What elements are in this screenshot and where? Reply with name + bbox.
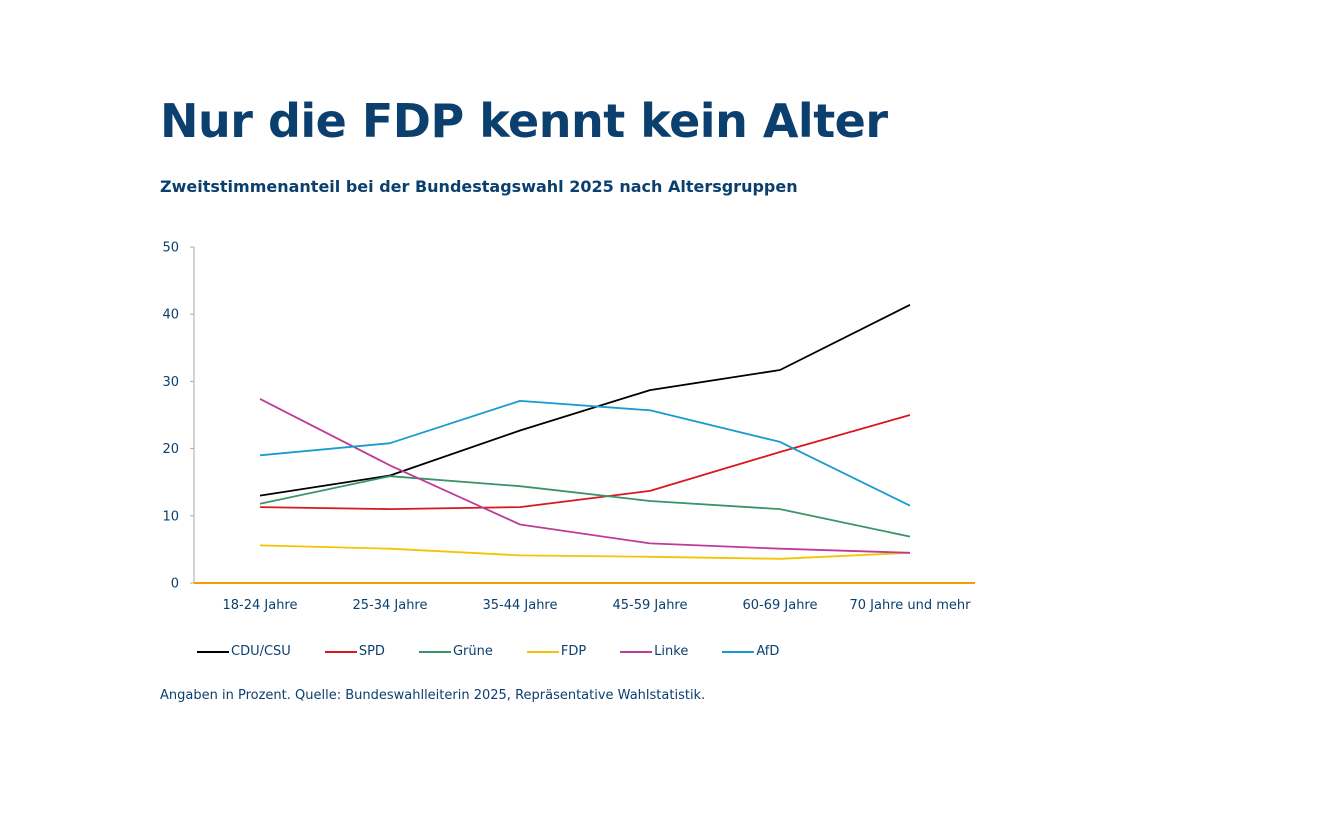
y-tick-label: 0 bbox=[171, 577, 179, 592]
x-tick-label: 18-24 Jahre bbox=[222, 598, 297, 613]
series-line-afd bbox=[259, 399, 911, 507]
legend-swatch bbox=[197, 650, 229, 653]
legend-item: Linke bbox=[620, 644, 688, 659]
x-tick-label: 25-34 Jahre bbox=[352, 598, 427, 613]
y-tick-label: 20 bbox=[162, 442, 179, 457]
legend-label: SPD bbox=[358, 644, 385, 659]
y-axis-ticks: 0 10 20 30 40 50 bbox=[162, 241, 194, 592]
series-line-linke bbox=[259, 398, 911, 554]
legend-label: AfD bbox=[756, 644, 780, 659]
legend-swatch bbox=[418, 650, 451, 653]
x-tick-label: 60-69 Jahre bbox=[742, 598, 817, 613]
chart-title: Nur die FDP kennt kein Alter bbox=[160, 94, 888, 148]
legend-item: Grüne bbox=[418, 644, 493, 659]
y-tick-label: 50 bbox=[162, 241, 179, 256]
x-tick-label: 70 Jahre und mehr bbox=[849, 598, 971, 613]
x-axis-ticks: 18-24 Jahre 25-34 Jahre 35-44 Jahre 45-59 J… bbox=[222, 598, 971, 613]
legend-label: Linke bbox=[654, 644, 689, 659]
legend-swatch bbox=[526, 650, 559, 653]
y-tick-label: 30 bbox=[162, 375, 179, 390]
y-tick-label: 10 bbox=[162, 509, 179, 524]
series-line-gr-ne bbox=[259, 475, 911, 538]
legend-label: CDU/CSU bbox=[231, 644, 291, 659]
legend-item: AfD bbox=[722, 644, 779, 659]
legend-label: Grüne bbox=[452, 644, 493, 659]
legend-label: FDP bbox=[560, 644, 587, 659]
series-line-cdu-csu bbox=[259, 303, 911, 497]
legend-swatch bbox=[620, 650, 653, 653]
series-lines bbox=[259, 303, 911, 560]
legend-swatch bbox=[324, 650, 357, 653]
chart-legend: CDU/CSU SPD Grüne FDP Linke AfD bbox=[197, 644, 813, 659]
chart-subtitle: Zweitstimmenanteil bei der Bundestagswah… bbox=[160, 177, 798, 196]
x-tick-label: 35-44 Jahre bbox=[482, 598, 557, 613]
series-line-fdp bbox=[259, 544, 911, 560]
legend-item: SPD bbox=[324, 644, 385, 659]
legend-swatch bbox=[722, 650, 755, 653]
series-line-spd bbox=[259, 414, 911, 511]
legend-item: FDP bbox=[526, 644, 587, 659]
legend-item: CDU/CSU bbox=[197, 644, 291, 659]
chart-source-note: Angaben in Prozent. Quelle: Bundeswahlle… bbox=[160, 688, 706, 703]
x-tick-label: 45-59 Jahre bbox=[612, 598, 687, 613]
y-tick-label: 40 bbox=[162, 308, 179, 323]
